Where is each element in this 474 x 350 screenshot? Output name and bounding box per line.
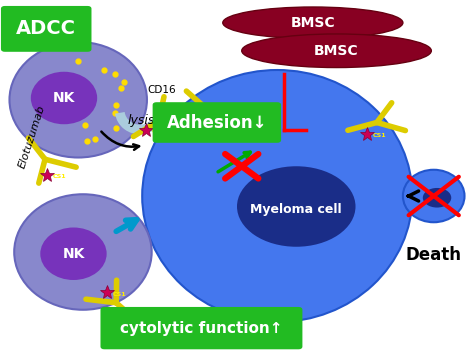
Ellipse shape [9,42,147,158]
Text: CD16: CD16 [147,85,175,95]
Ellipse shape [237,166,356,247]
Text: BMSC: BMSC [314,44,359,58]
Text: Adhesion↓: Adhesion↓ [166,113,267,132]
Ellipse shape [31,72,97,124]
Ellipse shape [40,228,107,280]
Text: BMSC: BMSC [291,16,335,30]
Text: Elotuzumab: Elotuzumab [17,104,47,170]
Text: NK: NK [53,91,75,105]
FancyBboxPatch shape [1,6,91,52]
Ellipse shape [242,34,431,68]
FancyBboxPatch shape [153,102,281,143]
Ellipse shape [14,194,152,310]
Text: CS1: CS1 [53,174,67,179]
Ellipse shape [142,70,412,322]
Ellipse shape [223,7,403,38]
Text: Myeloma cell: Myeloma cell [250,203,342,217]
Text: cytolytic function↑: cytolytic function↑ [120,321,283,336]
Ellipse shape [423,188,451,208]
Text: ADCC: ADCC [16,19,76,38]
Ellipse shape [403,170,465,222]
Text: Death: Death [406,246,462,265]
Text: CS1: CS1 [373,133,387,138]
Text: lysis: lysis [128,114,155,127]
Text: CS1: CS1 [152,130,165,134]
Text: CS1: CS1 [112,292,126,296]
Text: NK: NK [62,247,85,261]
FancyBboxPatch shape [100,307,302,349]
